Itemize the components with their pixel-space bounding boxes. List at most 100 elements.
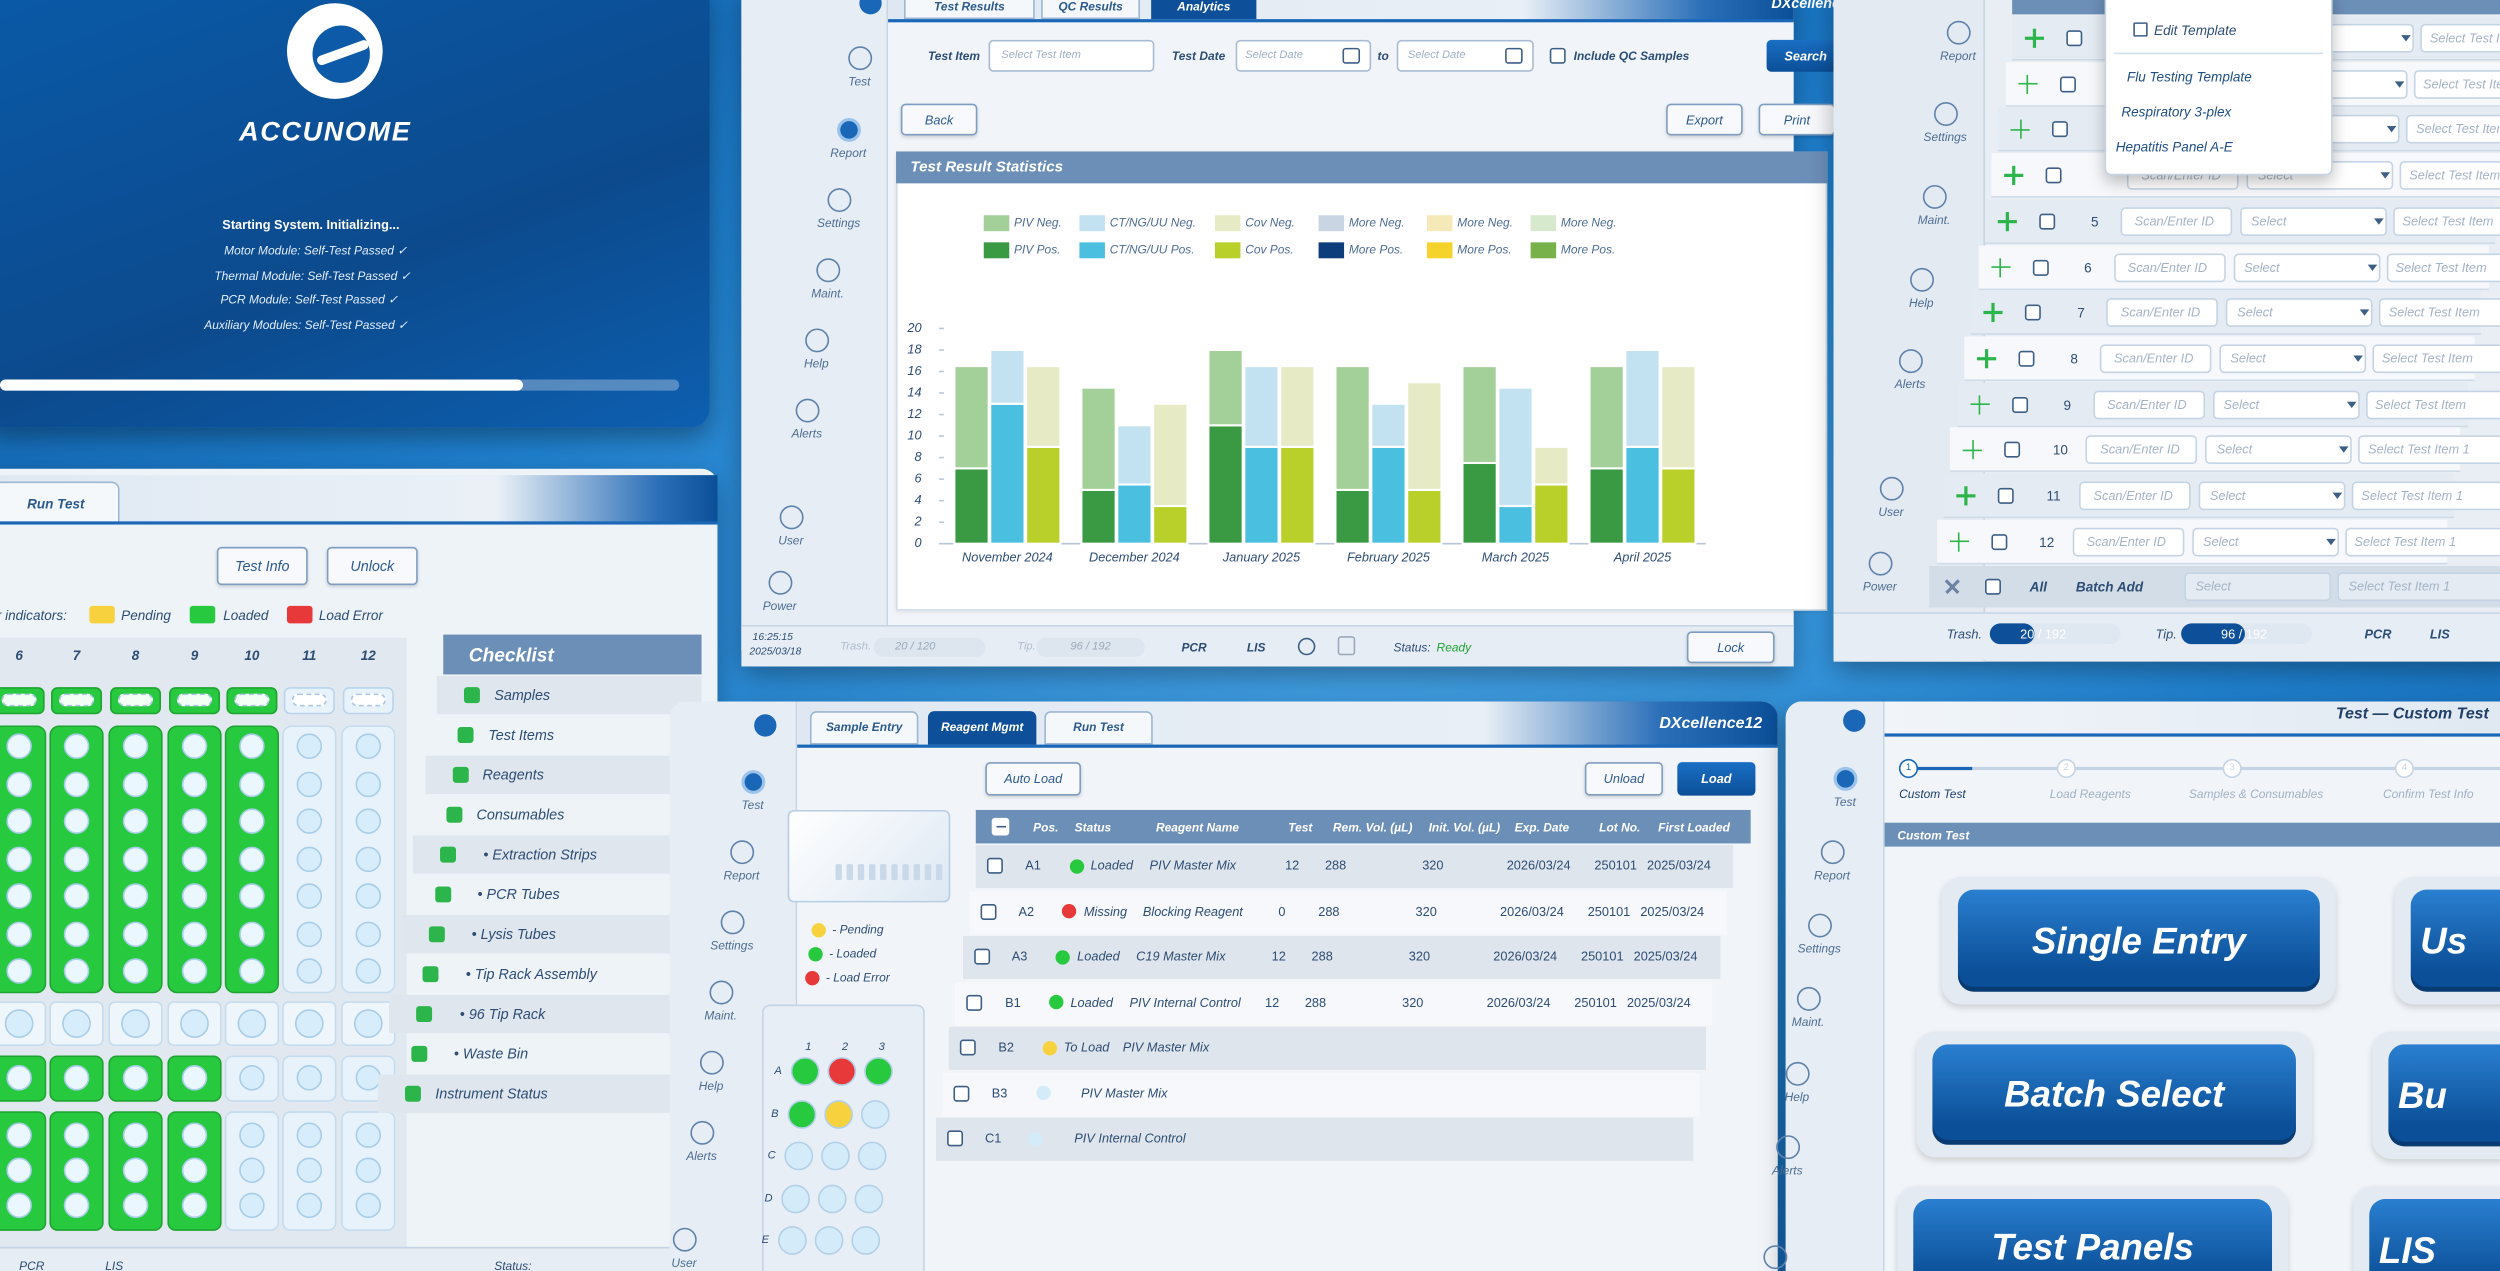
tile-button[interactable]: Single Entry [1957, 889, 2320, 992]
nav-label[interactable]: Maint. [1791, 1014, 1825, 1030]
checkbox[interactable] [1990, 533, 2007, 550]
plus-v[interactable] [1985, 348, 1988, 369]
id-input[interactable] [2106, 298, 2219, 328]
tile-button[interactable]: LIS [2369, 1198, 2500, 1271]
checkbox[interactable] [2052, 121, 2069, 138]
tab[interactable] [904, 0, 1035, 20]
checkbox[interactable] [1549, 47, 1566, 64]
nav-label[interactable]: Maint. [704, 1008, 737, 1023]
lock-button[interactable]: Lock [1686, 631, 1775, 664]
plus-v[interactable] [2012, 165, 2016, 186]
tile-button[interactable]: Test Panels [1913, 1198, 2273, 1271]
button[interactable]: Test Info [216, 546, 308, 586]
tab-label[interactable]: QC Results [1058, 0, 1123, 14]
tab-label[interactable]: Sample Entry [825, 719, 903, 735]
nav-label[interactable]: Report [830, 145, 867, 161]
checkbox[interactable] [440, 846, 457, 863]
checkbox[interactable] [446, 806, 463, 823]
button[interactable]: Print [1758, 103, 1836, 136]
checkbox[interactable] [986, 857, 1003, 874]
checkbox[interactable] [410, 1045, 427, 1062]
type-select[interactable] [2232, 252, 2380, 282]
item-select[interactable] [2372, 344, 2500, 373]
type-select[interactable] [2184, 572, 2332, 602]
tab-label[interactable]: Run Test [27, 495, 85, 512]
id-input[interactable] [2072, 527, 2184, 556]
plus-v[interactable] [1978, 394, 1981, 414]
checkbox[interactable] [1997, 487, 2014, 504]
type-select[interactable] [2212, 389, 2360, 419]
checkbox[interactable] [980, 903, 997, 920]
checkbox[interactable] [2011, 396, 2028, 413]
type-select[interactable] [2239, 206, 2387, 236]
status-item[interactable]: PCR [2364, 627, 2392, 642]
nav-label[interactable]: Help [1908, 295, 1934, 311]
tab[interactable] [1044, 711, 1153, 745]
nav-label[interactable]: Test [1833, 794, 1856, 810]
checkbox[interactable] [458, 727, 475, 743]
checkbox[interactable] [463, 687, 480, 704]
item-select[interactable] [2344, 527, 2500, 556]
plus-v[interactable] [1998, 257, 2002, 277]
id-input[interactable] [2092, 389, 2205, 419]
menu-item[interactable]: Flu Testing Template [2126, 68, 2252, 85]
nav-label[interactable]: Help [804, 356, 829, 371]
tile-button[interactable]: Batch Select [1932, 1044, 2296, 1145]
nav-label[interactable]: Report [723, 868, 760, 883]
tab[interactable] [927, 711, 1037, 745]
checkbox[interactable] [973, 948, 990, 965]
plus-v[interactable] [2026, 74, 2029, 94]
id-input[interactable] [2079, 481, 2191, 511]
checkbox[interactable] [428, 926, 445, 943]
type-select[interactable] [2226, 298, 2373, 328]
plus-v[interactable] [1992, 303, 1995, 323]
checkbox[interactable] [2018, 350, 2035, 367]
nav-label[interactable]: Maint. [1917, 212, 1951, 228]
plus-v[interactable] [2005, 211, 2009, 231]
select[interactable] [988, 39, 1155, 72]
item-select[interactable] [2420, 23, 2500, 53]
tile-button[interactable]: Bu [2388, 1044, 2500, 1147]
button[interactable]: Load [1677, 762, 1756, 796]
checkbox[interactable] [434, 886, 451, 903]
nav-label[interactable]: Help [698, 1078, 724, 1093]
nav-label[interactable]: Settings [710, 938, 754, 953]
date-input[interactable] [1396, 39, 1534, 72]
tab[interactable] [1041, 0, 1140, 20]
button[interactable]: Auto Load [985, 762, 1082, 796]
nav-label[interactable]: Alerts [791, 426, 823, 441]
nav-label[interactable]: User [1878, 504, 1904, 519]
checkbox[interactable] [2004, 442, 2021, 459]
tab-label[interactable]: Test Results [934, 0, 1005, 14]
type-select[interactable] [2219, 344, 2366, 373]
plus-v[interactable] [2033, 28, 2036, 48]
item-select[interactable] [2358, 435, 2500, 465]
checkbox[interactable] [1985, 578, 2001, 595]
footer-label[interactable]: Batch Add [2075, 578, 2144, 595]
nav-label[interactable]: User [778, 533, 804, 548]
nav-label[interactable]: Settings [817, 216, 861, 231]
tab[interactable] [1151, 0, 1257, 20]
menu-item[interactable]: Hepatitis Panel A-E [2115, 138, 2233, 155]
plus-v[interactable] [1957, 532, 1961, 552]
item-select[interactable] [2386, 252, 2500, 282]
item-select[interactable] [2351, 481, 2500, 511]
date-input[interactable] [1235, 39, 1372, 72]
status-item[interactable]: LIS [2429, 627, 2450, 642]
item-select[interactable] [2337, 572, 2500, 602]
plus-v[interactable] [2019, 120, 2022, 140]
checkbox[interactable] [2045, 167, 2062, 184]
button[interactable]: Unlock [326, 546, 418, 586]
checkbox[interactable] [422, 966, 439, 983]
plus-v[interactable] [1964, 486, 1968, 506]
nav-label[interactable]: Settings [1797, 941, 1841, 956]
id-input[interactable] [2099, 344, 2212, 373]
checkbox[interactable] [416, 1006, 433, 1023]
menu-item[interactable]: Edit Template [2154, 22, 2237, 39]
nav-label[interactable]: Alerts [686, 1148, 717, 1164]
status-item[interactable]: PCR [1181, 640, 1207, 655]
button[interactable]: Export [1666, 103, 1743, 136]
item-select[interactable] [2365, 389, 2500, 419]
tab-label[interactable]: Run Test [1073, 719, 1124, 735]
search-button[interactable]: Search [1766, 39, 1845, 72]
